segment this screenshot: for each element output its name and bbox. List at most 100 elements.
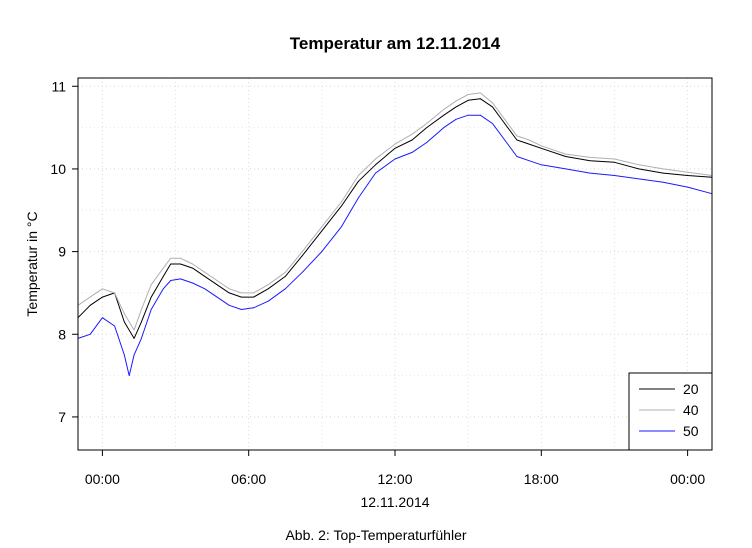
data-point-40	[123, 313, 125, 314]
grid	[78, 78, 712, 450]
data-point-40	[301, 251, 303, 253]
data-point-50	[101, 317, 103, 319]
data-point-20	[162, 276, 164, 277]
data-point-40	[492, 102, 493, 104]
data-point-40	[394, 143, 396, 145]
data-point-20	[192, 267, 194, 269]
data-point-40	[253, 292, 254, 294]
data-point-20	[375, 164, 376, 166]
data-point-20	[301, 255, 303, 257]
data-point-50	[284, 288, 286, 290]
data-point-20	[216, 284, 218, 286]
legend-label-40: 40	[683, 402, 699, 418]
data-point-40	[240, 292, 242, 294]
x-axis-label: 12.11.2014	[360, 494, 429, 510]
data-point-40	[528, 139, 530, 141]
data-point-50	[455, 118, 457, 120]
data-point-40	[89, 296, 91, 298]
data-point-20	[479, 98, 481, 100]
data-point-40	[267, 284, 269, 286]
data-point-40	[204, 271, 206, 273]
data-point-50	[228, 304, 230, 306]
data-point-50	[504, 139, 506, 141]
data-point-50	[467, 114, 469, 116]
data-point-20	[516, 139, 518, 141]
data-point-20	[614, 161, 615, 163]
data-point-20	[540, 147, 542, 149]
data-point-40	[614, 158, 615, 160]
data-point-20	[638, 168, 640, 170]
data-point-50	[267, 300, 269, 302]
data-point-20	[455, 106, 457, 108]
data-point-40	[455, 100, 457, 102]
axes: 00:00 06:00 12:00 18:00 00:00 7 8 9 10 11	[50, 78, 705, 487]
data-point-20	[443, 114, 445, 116]
data-point-20	[240, 296, 242, 298]
series-line-50	[77, 114, 713, 377]
data-point-40	[540, 145, 542, 147]
x-tick-label: 00:00	[85, 471, 120, 487]
y-tick-label: 7	[58, 409, 66, 425]
data-point-20	[492, 106, 493, 108]
data-point-20	[340, 205, 342, 207]
data-point-50	[375, 172, 376, 174]
data-point-40	[180, 257, 181, 259]
data-point-40	[467, 94, 469, 95]
data-point-50	[394, 158, 396, 160]
data-point-40	[133, 329, 135, 331]
data-point-40	[358, 175, 359, 176]
data-point-40	[589, 156, 591, 158]
data-point-50	[216, 296, 218, 298]
data-point-20	[150, 296, 152, 298]
data-point-50	[192, 282, 194, 284]
data-point-50	[426, 142, 428, 143]
data-point-50	[479, 114, 481, 116]
data-point-40	[504, 118, 506, 120]
data-point-20	[101, 296, 103, 298]
data-point-50	[662, 181, 664, 183]
data-point-40	[340, 201, 342, 203]
data-point-20	[123, 321, 125, 323]
data-point-20	[565, 156, 567, 157]
x-tick-label: 12:00	[377, 471, 412, 487]
data-point-50	[516, 156, 518, 157]
data-point-40	[479, 92, 481, 94]
data-point-50	[150, 309, 152, 310]
data-point-50	[528, 160, 530, 162]
data-point-40	[638, 164, 640, 166]
data-point-20	[141, 321, 142, 323]
data-point-50	[589, 172, 591, 174]
data-point-50	[114, 325, 115, 327]
data-point-40	[216, 280, 218, 281]
data-point-50	[411, 152, 413, 153]
data-point-20	[394, 147, 396, 149]
data-point-20	[170, 263, 172, 265]
data-point-20	[253, 296, 254, 298]
data-point-20	[321, 230, 323, 232]
data-point-50	[180, 278, 181, 280]
data-point-50	[240, 309, 242, 310]
x-tick-label: 06:00	[231, 471, 266, 487]
data-point-50	[133, 354, 135, 356]
legend-box	[628, 372, 713, 451]
data-point-40	[411, 133, 413, 135]
data-point-50	[687, 186, 689, 188]
data-point-50	[141, 338, 142, 339]
data-point-20	[589, 160, 591, 162]
data-point-40	[192, 263, 194, 265]
data-point-50	[253, 307, 254, 309]
data-point-50	[358, 197, 359, 199]
y-tick-label: 11	[51, 78, 66, 94]
data-point-50	[128, 375, 130, 376]
data-point-40	[150, 284, 152, 286]
data-point-50	[565, 168, 567, 170]
figure-caption: Abb. 2: Top-Temperaturfühler	[285, 527, 467, 543]
data-point-50	[89, 333, 91, 335]
data-point-20	[180, 263, 181, 265]
data-point-50	[340, 226, 342, 228]
data-point-20	[267, 288, 269, 290]
data-point-50	[443, 127, 445, 128]
data-point-20	[133, 338, 135, 339]
data-point-50	[492, 123, 493, 124]
